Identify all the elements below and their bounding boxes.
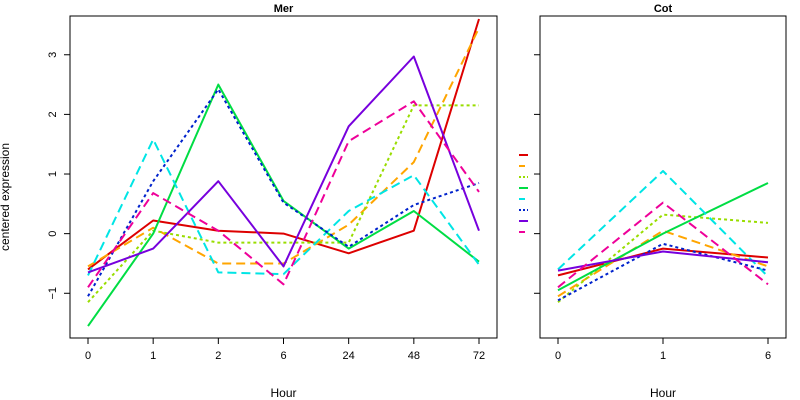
legend — [519, 154, 528, 233]
mer-x-tick-label: 24 — [343, 350, 355, 362]
mer-y-tick-label: −1 — [47, 287, 59, 300]
mer-x-tick-label: 6 — [280, 350, 286, 362]
cot-x-tick-label: 6 — [765, 350, 771, 362]
cot-series-line-7 — [557, 250, 769, 272]
cot-series-line-1 — [557, 247, 769, 277]
mer-y-tick-label: 1 — [47, 171, 59, 177]
cot-series-line-5 — [557, 170, 769, 278]
panel-cot: Cot 0 1 6 Hour — [534, 3, 787, 400]
mer-series-line-5 — [87, 138, 480, 276]
mer-series-line-2 — [87, 27, 480, 268]
cot-x-tick-label: 0 — [555, 350, 561, 362]
mer-x-tick-label: 2 — [215, 350, 221, 362]
mer-x-axis-label: Hour — [270, 386, 296, 400]
cot-series-line-3 — [557, 213, 769, 303]
mer-y-tick-label: 3 — [47, 52, 59, 58]
mer-y-tick-label: 0 — [47, 231, 59, 237]
mer-x-tick-label: 72 — [473, 350, 485, 362]
mer-series-line-4 — [87, 83, 480, 327]
mer-x-tick-label: 48 — [408, 350, 420, 362]
y-axis-label: centered expression — [0, 143, 12, 251]
mer-title: Mer — [274, 3, 294, 15]
cot-series-line-2 — [557, 229, 769, 298]
mer-plot-frame — [69, 15, 498, 339]
cot-x-tick-label: 1 — [660, 350, 666, 362]
mer-y-tick-label: 2 — [47, 111, 59, 117]
cot-title: Cot — [654, 3, 673, 15]
cot-plot-frame — [539, 15, 787, 339]
panel-mer: Mer 0 1 2 6 24 48 72 Hour −1 0 1 2 3 — [47, 3, 498, 400]
cot-series-line-8 — [557, 201, 769, 289]
mer-series-line-8 — [87, 100, 480, 288]
mer-series-line-6 — [87, 88, 480, 297]
cot-x-axis-label: Hour — [650, 386, 676, 400]
cot-series-line-4 — [557, 182, 769, 292]
mer-x-tick-label: 0 — [85, 350, 91, 362]
mer-series-line-7 — [87, 55, 480, 274]
mer-series-line-3 — [87, 104, 479, 303]
mer-x-tick-label: 1 — [150, 350, 156, 362]
mer-series-line-1 — [87, 18, 480, 271]
